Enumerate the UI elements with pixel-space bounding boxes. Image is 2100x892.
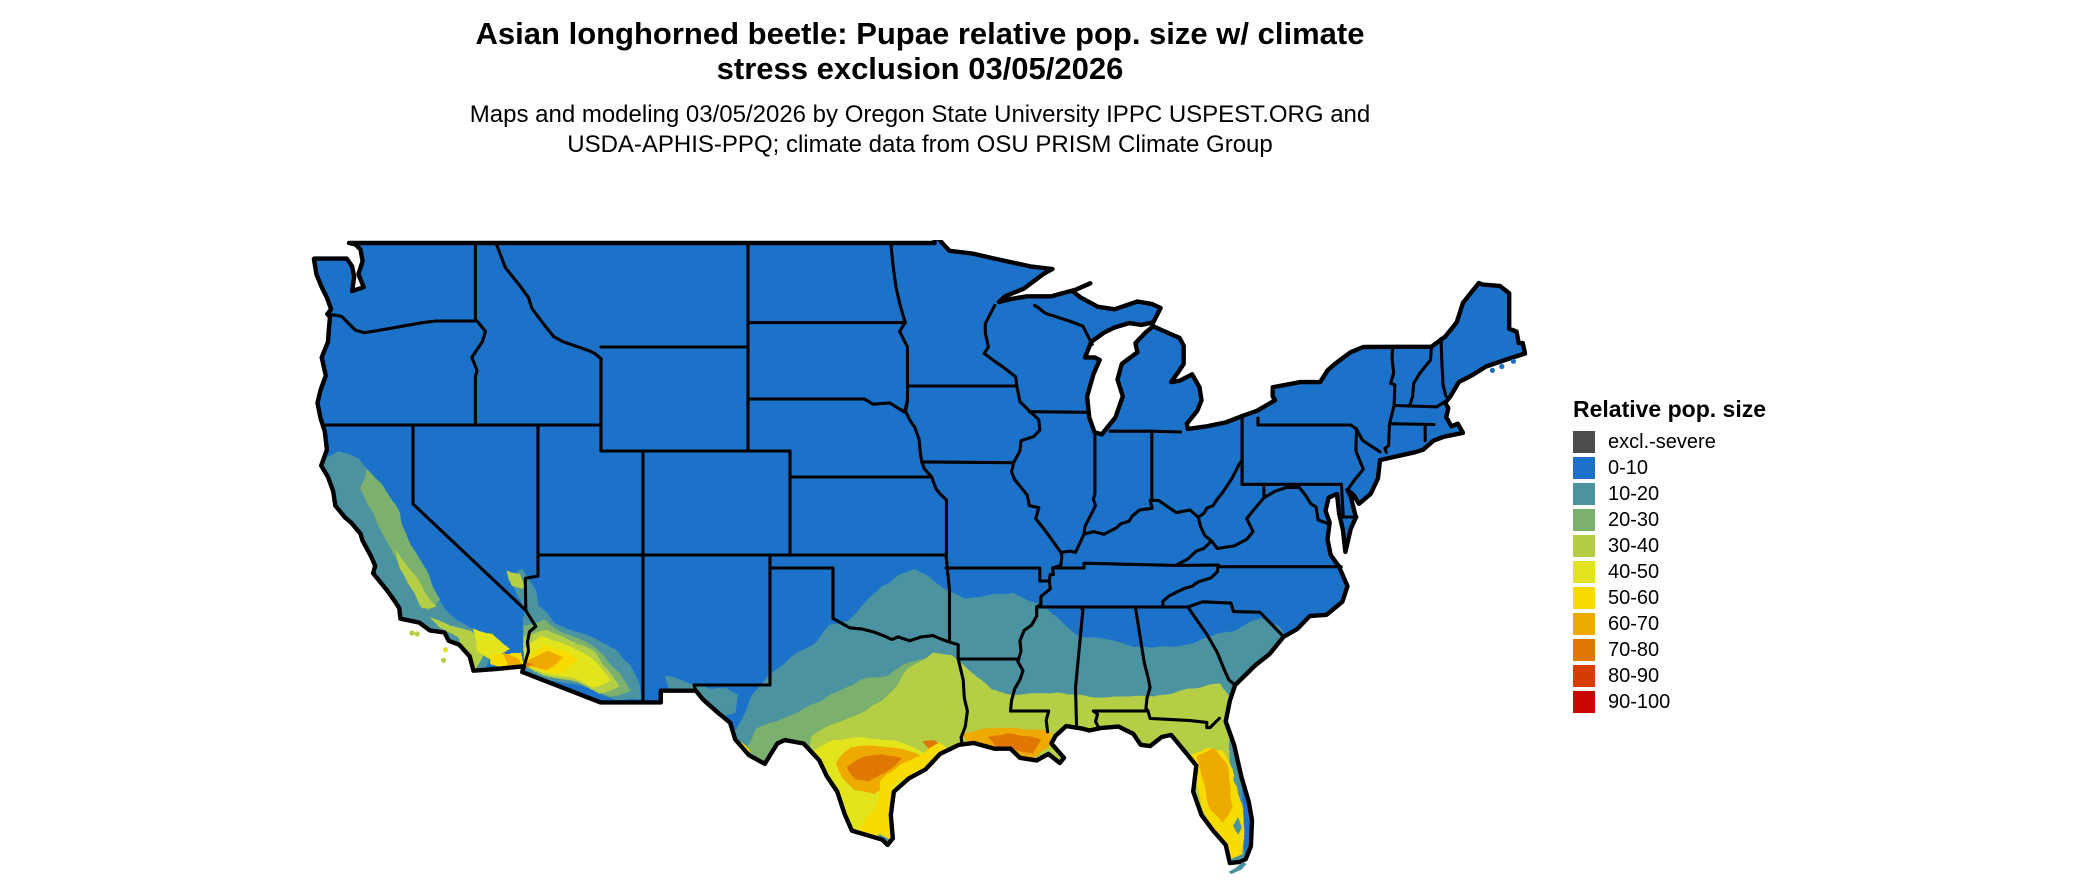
band-60-70: [526, 649, 563, 670]
legend-swatch-40-50: [1573, 561, 1595, 583]
band-50-60: [851, 742, 947, 845]
legend-swatch-90-100: [1573, 691, 1595, 713]
legend-label: 60-70: [1608, 613, 1660, 635]
legend-label: 20-30: [1608, 509, 1660, 531]
legend-swatch-60-70: [1573, 613, 1595, 635]
legend-label: 90-100: [1608, 691, 1671, 713]
legend-label: 10-20: [1608, 483, 1660, 505]
island-speck: [414, 631, 420, 637]
legend-swatch-30-40: [1573, 535, 1595, 557]
us-choropleth-map: [305, 240, 1545, 892]
band-70-80: [988, 731, 1041, 753]
island-speck: [1489, 367, 1495, 373]
island-speck: [442, 647, 449, 653]
legend-rows: excl.-severe 0-10 10-20 20-30 30-40 40-50 50-6…: [1573, 431, 1766, 713]
legend-row: 40-50: [1573, 561, 1766, 583]
legend-row: 20-30: [1573, 509, 1766, 531]
legend-label: 50-60: [1608, 587, 1660, 609]
legend-row: excl.-severe: [1573, 431, 1766, 453]
legend-label: 80-90: [1608, 665, 1660, 687]
band-10-20: [1233, 816, 1244, 832]
legend-swatch-excl.-severe: [1573, 431, 1595, 453]
band-40-50: [469, 627, 510, 659]
band-30-40: [507, 570, 527, 589]
legend-label: 30-40: [1608, 535, 1660, 557]
legend-title: Relative pop. size: [1573, 396, 1767, 422]
legend-row: 80-90: [1573, 665, 1766, 687]
figure-title-line1: Asian longhorned beetle: Pupae relative …: [475, 16, 1365, 51]
legend-row: 0-10: [1573, 457, 1766, 479]
band-10-20: [667, 674, 741, 714]
legend-row: 50-60: [1573, 587, 1766, 609]
band-70-80: [524, 661, 535, 669]
legend-label: 70-80: [1608, 639, 1660, 661]
legend-row: 60-70: [1573, 613, 1766, 635]
legend-label: 40-50: [1608, 561, 1660, 583]
island-speck: [409, 630, 415, 636]
band-10-20: [1233, 772, 1242, 789]
legend-swatch-50-60: [1573, 587, 1595, 609]
us-outline: [311, 240, 1528, 866]
legend-row: 70-80: [1573, 639, 1766, 661]
figure-header: Asian longhorned beetle: Pupae relative …: [0, 16, 1840, 160]
us-map-svg: [311, 240, 1528, 875]
island-speck: [1510, 358, 1516, 364]
legend-row: 30-40: [1573, 535, 1766, 557]
island-speck: [440, 657, 447, 663]
florida-keys: [1228, 862, 1247, 875]
figure-subtitle-line1: Maps and modeling 03/05/2026 by Oregon S…: [469, 101, 1371, 128]
state-borders: [323, 241, 1448, 747]
band-70-80: [849, 755, 901, 784]
band-20-30: [360, 466, 441, 610]
island-speck: [1499, 363, 1505, 370]
legend-swatch-0-10: [1573, 457, 1595, 479]
legend-row: 10-20: [1573, 483, 1766, 505]
legend-swatch-80-90: [1573, 665, 1595, 687]
figure-subtitle: Maps and modeling 03/05/2026 by Oregon S…: [0, 100, 1840, 160]
figure-title-line2: stress exclusion 03/05/2026: [716, 51, 1124, 86]
band-30-40: [394, 544, 437, 609]
map-legend: Relative pop. size excl.-severe 0-10 10-20…: [1573, 396, 1766, 717]
legend-label: 0-10: [1608, 457, 1649, 479]
legend-swatch-20-30: [1573, 509, 1595, 531]
band-60-70: [1198, 750, 1232, 821]
figure-title: Asian longhorned beetle: Pupae relative …: [0, 16, 1840, 86]
figure-subtitle-line2: USDA-APHIS-PPQ; climate data from OSU PR…: [567, 131, 1273, 158]
legend-swatch-10-20: [1573, 483, 1595, 505]
legend-swatch-70-80: [1573, 639, 1595, 661]
legend-label: excl.-severe: [1608, 431, 1716, 453]
legend-row: 90-100: [1573, 691, 1766, 713]
band-60-70: [503, 652, 524, 667]
